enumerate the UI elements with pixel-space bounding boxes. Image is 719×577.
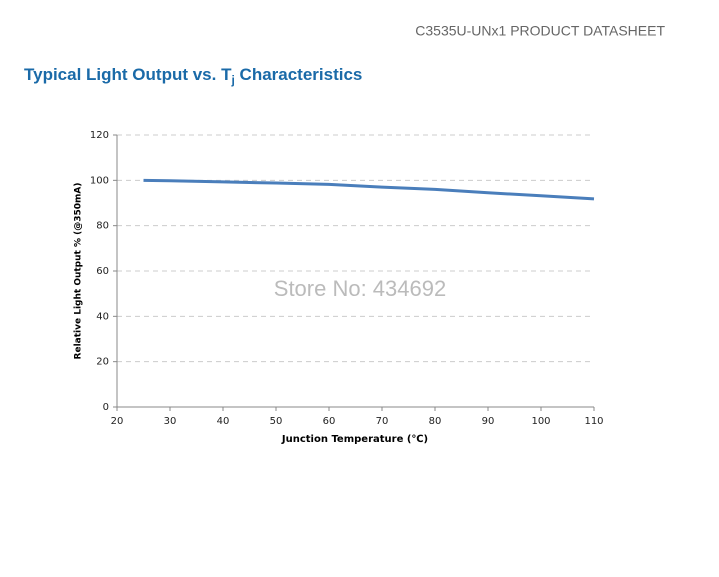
title-part: Typical Light Output vs. T bbox=[24, 65, 232, 84]
y-tick-label: 120 bbox=[90, 130, 109, 141]
y-tick-label: 100 bbox=[90, 175, 109, 186]
data-line bbox=[143, 178, 595, 201]
y-axis-label: Relative Light Output % (@350mA) bbox=[74, 183, 84, 360]
y-tick-label: 0 bbox=[103, 402, 109, 413]
x-tick-label: 90 bbox=[482, 416, 495, 427]
y-tick-label: 80 bbox=[96, 221, 109, 232]
y-tick-label: 60 bbox=[96, 266, 109, 277]
x-tick-label: 70 bbox=[376, 416, 389, 427]
y-tick-label: 40 bbox=[96, 311, 109, 322]
x-tick-label: 50 bbox=[270, 416, 283, 427]
title-sub: j bbox=[230, 73, 234, 87]
x-tick-label: 40 bbox=[217, 416, 230, 427]
watermark: Store No: 434692 bbox=[274, 276, 446, 301]
x-tick-label: 60 bbox=[323, 416, 336, 427]
title-part: Characteristics bbox=[235, 65, 363, 84]
x-tick-label: 80 bbox=[429, 416, 442, 427]
x-tick-label: 100 bbox=[531, 416, 550, 427]
doc-title: C3535U-UNx1 PRODUCT DATASHEET bbox=[415, 23, 665, 39]
x-tick-label: 30 bbox=[164, 416, 177, 427]
x-tick-label: 110 bbox=[584, 416, 603, 427]
y-tick-label: 20 bbox=[96, 357, 109, 368]
section-title: Typical Light Output vs. Tj Characterist… bbox=[24, 65, 362, 87]
x-axis-label: Junction Temperature (℃) bbox=[281, 434, 428, 445]
x-tick-label: 20 bbox=[111, 416, 124, 427]
